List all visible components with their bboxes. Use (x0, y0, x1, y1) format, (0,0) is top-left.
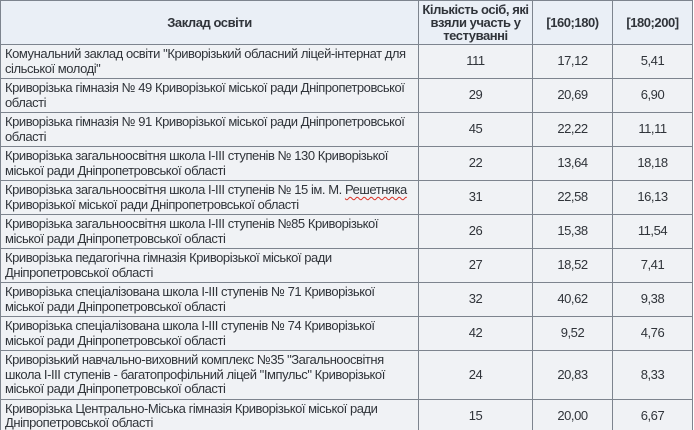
institution-cell: Криворізький навчально-виховний комплекс… (0, 350, 419, 400)
range-160-180-cell: 20,83 (532, 350, 613, 400)
institution-cell: Криворізька спеціалізована школа І-ІІІ с… (0, 282, 419, 317)
range-160-180-cell: 18,52 (532, 248, 613, 283)
range-180-200-cell: 8,33 (612, 350, 693, 400)
institution-cell: Криворізька загальноосвітня школа І-ІІІ … (0, 146, 419, 181)
range-160-180-cell: 40,62 (532, 282, 613, 317)
range-180-200-cell: 4,76 (612, 316, 693, 351)
range-160-180-cell: 13,64 (532, 146, 613, 181)
table-row: Криворізька загальноосвітня школа І-ІІІ … (0, 180, 693, 215)
table-row: Криворізький навчально-виховний комплекс… (0, 350, 693, 400)
range-180-200-cell: 9,38 (612, 282, 693, 317)
range-160-180-cell: 20,00 (532, 398, 613, 430)
table-row: Комунальний заклад освіти "Криворізький … (0, 44, 693, 79)
range-180-200-cell: 11,11 (612, 112, 693, 147)
range-180-200-cell: 18,18 (612, 146, 693, 181)
misspelled-word: Решетняка (344, 182, 407, 197)
header-institution: Заклад освіти (0, 0, 419, 45)
table-row: Криворізька педагогічна гімназія Криворі… (0, 248, 693, 283)
range-160-180-cell: 9,52 (532, 316, 613, 351)
participants-cell: 27 (418, 248, 533, 283)
header-participants: Кількість осіб, які взяли участь у тесту… (418, 0, 533, 45)
range-180-200-cell: 16,13 (612, 180, 693, 215)
institution-cell: Криворізька загальноосвітня школа І-ІІІ … (0, 180, 419, 215)
participants-cell: 24 (418, 350, 533, 400)
participants-cell: 29 (418, 78, 533, 113)
header-row: Заклад освіти Кількість осіб, які взяли … (0, 0, 693, 45)
institution-cell: Комунальний заклад освіти "Криворізький … (0, 44, 419, 79)
range-180-200-cell: 6,90 (612, 78, 693, 113)
institution-cell: Криворізька педагогічна гімназія Криворі… (0, 248, 419, 283)
range-160-180-cell: 17,12 (532, 44, 613, 79)
table-row: Криворізька загальноосвітня школа І-ІІІ … (0, 214, 693, 249)
table-row: Криворізька спеціалізована школа І-ІІІ с… (0, 316, 693, 351)
table-row: Криворізька спеціалізована школа І-ІІІ с… (0, 282, 693, 317)
institution-cell: Криворізька Центрально-Міська гімназія К… (0, 398, 419, 430)
range-180-200-cell: 7,41 (612, 248, 693, 283)
table-row: Криворізька загальноосвітня школа І-ІІІ … (0, 146, 693, 181)
participants-cell: 111 (418, 44, 533, 79)
participants-cell: 32 (418, 282, 533, 317)
range-180-200-cell: 6,67 (612, 398, 693, 430)
table-row: Криворізька гімназія № 49 Криворізької м… (0, 78, 693, 113)
participants-cell: 45 (418, 112, 533, 147)
range-180-200-cell: 11,54 (612, 214, 693, 249)
participants-cell: 42 (418, 316, 533, 351)
range-160-180-cell: 15,38 (532, 214, 613, 249)
range-160-180-cell: 20,69 (532, 78, 613, 113)
participants-cell: 22 (418, 146, 533, 181)
participants-cell: 15 (418, 398, 533, 430)
institution-cell: Криворізька гімназія № 91 Криворізької м… (0, 112, 419, 147)
range-160-180-cell: 22,58 (532, 180, 613, 215)
table-row: Криворізька Центрально-Міська гімназія К… (0, 398, 693, 430)
table-body: Комунальний заклад освіти "Криворізький … (0, 44, 693, 430)
institution-cell: Криворізька загальноосвітня школа І-ІІІ … (0, 214, 419, 249)
institution-cell: Криворізька спеціалізована школа І-ІІІ с… (0, 316, 419, 351)
table-row: Криворізька гімназія № 91 Криворізької м… (0, 112, 693, 147)
range-180-200-cell: 5,41 (612, 44, 693, 79)
range-160-180-cell: 22,22 (532, 112, 613, 147)
participants-cell: 31 (418, 180, 533, 215)
participants-cell: 26 (418, 214, 533, 249)
header-range-180-200: [180;200] (612, 0, 693, 45)
header-range-160-180: [160;180) (532, 0, 613, 45)
institution-cell: Криворізька гімназія № 49 Криворізької м… (0, 78, 419, 113)
